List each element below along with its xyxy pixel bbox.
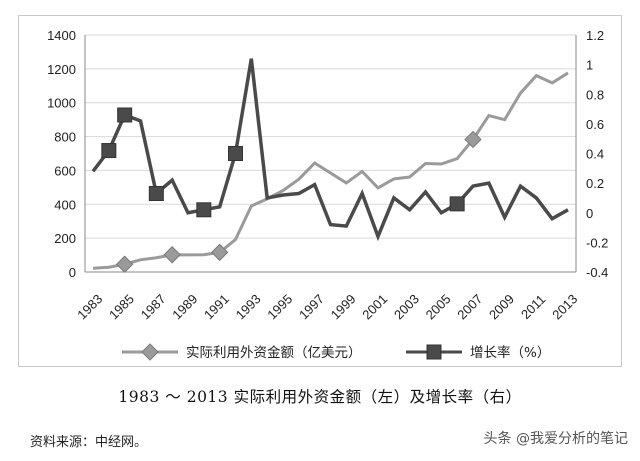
x-tick-label: 1985 — [106, 291, 137, 322]
x-tick-label: 1987 — [138, 291, 169, 322]
left-axis-ticks: 0 200 400 600 800 1000 1200 1400 — [47, 28, 76, 280]
x-tick-label: 2009 — [486, 291, 517, 322]
series — [91, 58, 569, 273]
x-tick-label: 1989 — [169, 291, 200, 322]
x-tick-label: 1991 — [201, 291, 232, 322]
growth-rate-marker — [449, 196, 465, 212]
left-tick-label: 400 — [54, 197, 76, 212]
x-tick-label: 2005 — [423, 291, 454, 322]
right-tick-label: 0 — [586, 206, 593, 221]
legend-growth-rate-marker — [426, 344, 442, 360]
left-tick-label: 0 — [69, 265, 76, 280]
right-tick-label: 0.2 — [586, 176, 604, 191]
growth-rate-marker — [101, 143, 117, 159]
left-tick-label: 1400 — [47, 28, 76, 43]
x-tick-label: 1993 — [233, 291, 264, 322]
growth-rate-marker — [148, 185, 164, 201]
x-tick-label: 2001 — [359, 291, 390, 322]
legend-fdi-amount-marker — [141, 343, 159, 361]
chart-frame — [18, 15, 622, 367]
fdi-amount-marker — [163, 246, 181, 264]
x-tick-label: 2011 — [518, 292, 548, 322]
right-tick-label: 1.2 — [586, 28, 604, 43]
axes — [84, 35, 577, 273]
left-tick-label: 600 — [54, 163, 76, 178]
watermark: 头条 @我爱分析的笔记 — [483, 431, 628, 447]
grid — [85, 34, 576, 273]
dual-axis-line-chart: 0 200 400 600 800 1000 1200 1400 -0.4 -0.2 0 0.2 0.… — [47, 28, 608, 361]
right-tick-label: 0.6 — [586, 117, 604, 132]
left-tick-label: 200 — [54, 231, 76, 246]
right-axis-ticks: -0.4 -0.2 0 0.2 0.4 0.6 0.8 1 1.2 — [586, 28, 608, 280]
x-tick-label: 1997 — [296, 291, 327, 322]
x-axis-ticks: 1983 1985 1987 1989 1991 1993 1995 1997 1999 2001… — [74, 291, 580, 322]
x-tick-label: 2003 — [391, 291, 422, 322]
legend-fdi-amount-label: 实际利用外资金额（亿美元） — [186, 345, 362, 361]
x-tick-label: 1995 — [264, 291, 295, 322]
right-tick-label: 1 — [586, 58, 593, 73]
fdi-amount-marker — [464, 130, 482, 149]
x-tick-label: 2013 — [549, 291, 580, 322]
x-tick-label: 2007 — [454, 291, 485, 322]
source-note: 资料来源：中经网。 — [30, 435, 148, 450]
left-tick-label: 1200 — [47, 62, 76, 77]
growth-rate-marker — [117, 107, 133, 123]
growth-rate-marker — [196, 202, 212, 218]
growth-rate-line — [91, 58, 569, 242]
fdi-amount-marker — [115, 255, 134, 273]
x-tick-label: 1999 — [328, 291, 359, 322]
left-tick-label: 800 — [54, 130, 76, 145]
legend: 实际利用外资金额（亿美元） 增长率（%） — [122, 343, 550, 361]
x-tick-label: 1983 — [74, 291, 105, 322]
right-tick-label: 0.8 — [586, 87, 604, 102]
right-tick-label: 0.4 — [586, 147, 604, 162]
growth-rate-marker — [228, 146, 243, 161]
legend-growth-rate-label: 增长率（%） — [470, 344, 550, 361]
left-tick-label: 1000 — [47, 96, 76, 111]
fdi-amount-marker — [210, 243, 229, 262]
right-tick-label: -0.2 — [586, 235, 608, 250]
right-tick-label: -0.4 — [586, 265, 608, 280]
figure-caption: 1983 ～ 2013 实际利用外资金额（左）及增长率（右） — [118, 388, 522, 406]
